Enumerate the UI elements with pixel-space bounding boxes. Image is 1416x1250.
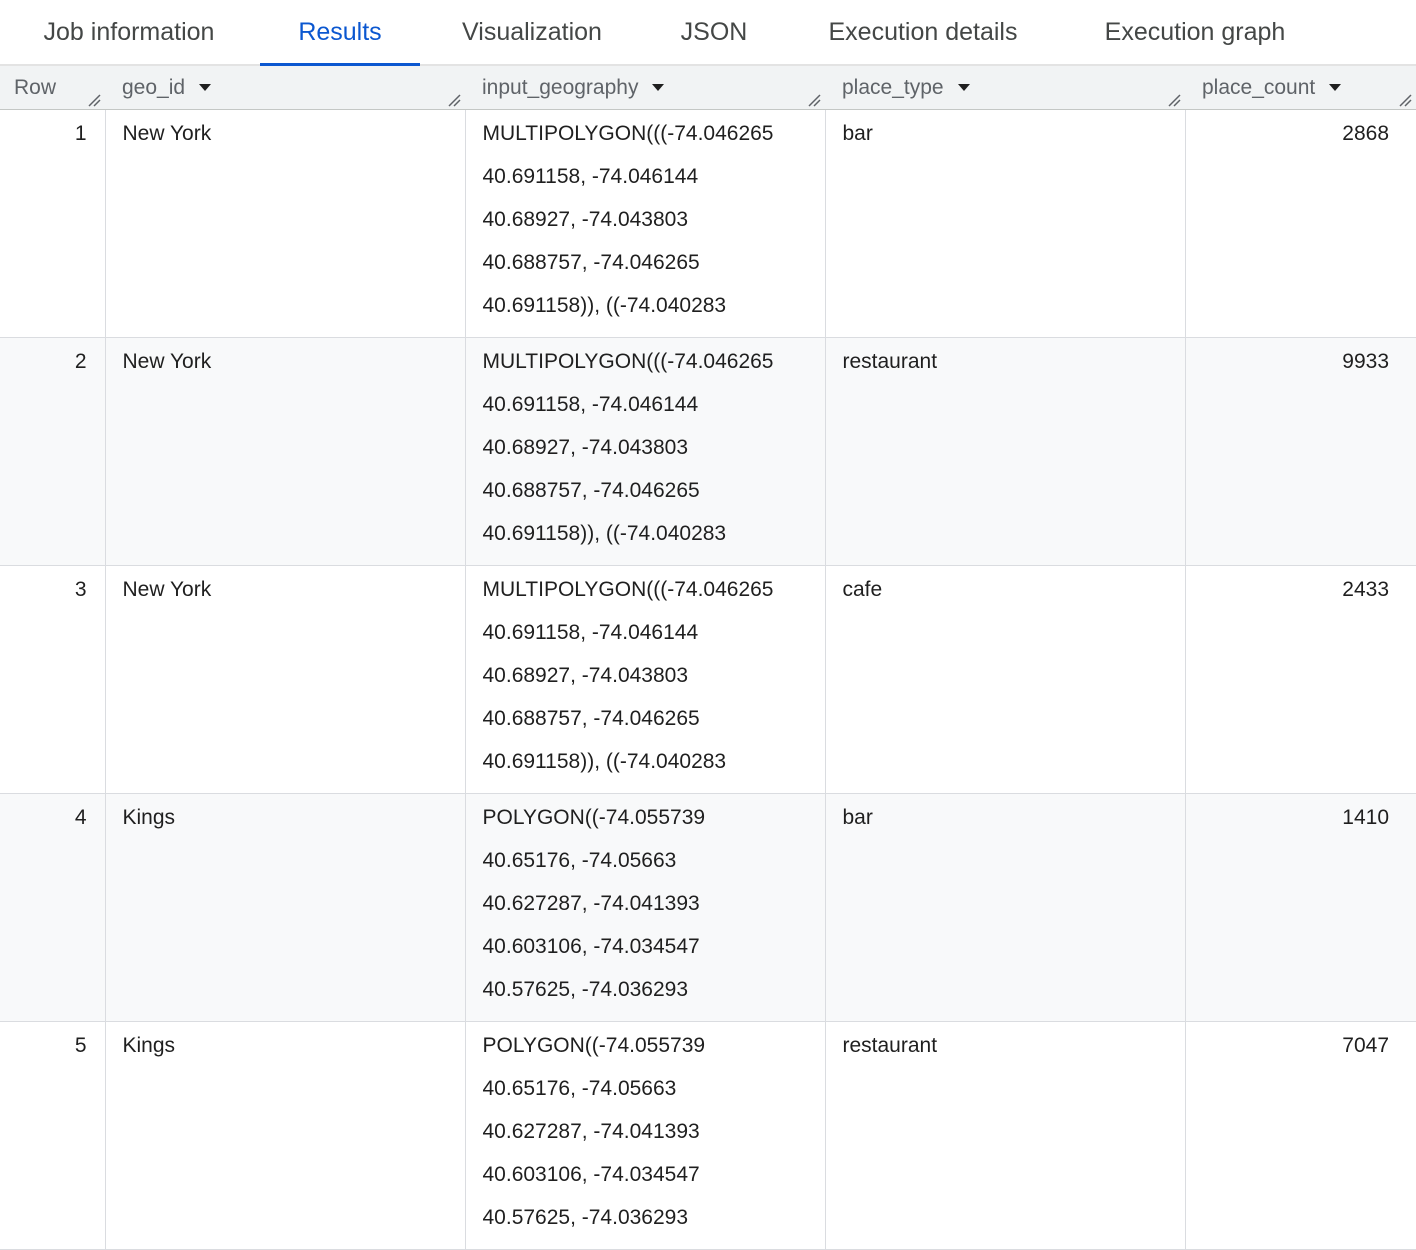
column-header-geo-id[interactable]: geo_id	[105, 66, 465, 110]
geography-line: POLYGON((-74.055739	[482, 806, 706, 829]
geography-line: 40.603106, -74.034547	[482, 935, 700, 958]
geography-line: 40.691158, -74.046144	[482, 165, 699, 188]
cell-input-geography: POLYGON((-74.055739 40.65176, -74.05663 40…	[464, 1021, 825, 1250]
caret-down-icon[interactable]	[199, 84, 212, 92]
cell-place-count: 2433	[1184, 565, 1416, 794]
geography-line: 40.691158)), ((-74.040283	[482, 522, 727, 545]
geography-line: 40.57625, -74.036293	[482, 1206, 689, 1229]
table-row: 1 New York MULTIPOLYGON(((-74.046265 40.691…	[0, 109, 1416, 338]
geography-line: 40.57625, -74.036293	[482, 978, 689, 1001]
tab-execution-details[interactable]: Execution details	[828, 18, 1018, 46]
geography-line: 40.68927, -74.043803	[482, 664, 689, 687]
cell-place-count: 2868	[1184, 109, 1416, 338]
column-header-label: geo_id	[122, 75, 186, 99]
geography-line: POLYGON((-74.055739	[482, 1034, 706, 1057]
column-header-label: place_count	[1202, 75, 1316, 99]
geography-line: 40.691158, -74.046144	[482, 393, 699, 416]
geography-line: 40.691158)), ((-74.040283	[482, 294, 727, 317]
cell-geo-id: Kings	[104, 1021, 465, 1250]
geography-line: MULTIPOLYGON(((-74.046265	[482, 122, 774, 145]
cell-geo-id: New York	[104, 337, 465, 566]
caret-down-icon[interactable]	[652, 84, 665, 92]
geography-line: 40.691158, -74.046144	[482, 621, 699, 644]
tab-visualization[interactable]: Visualization	[462, 18, 602, 46]
column-resize-handle[interactable]	[447, 93, 461, 107]
geography-line: 40.627287, -74.041393	[482, 1120, 700, 1143]
table-row: 4 Kings POLYGON((-74.055739 40.65176, -74.0…	[0, 793, 1416, 1022]
cell-place-type: restaurant	[824, 337, 1185, 566]
cell-input-geography: MULTIPOLYGON(((-74.046265 40.691158, -74.…	[464, 109, 825, 338]
column-header-place-count[interactable]: place_count	[1185, 66, 1416, 110]
tab-execution-graph[interactable]: Execution graph	[1104, 18, 1286, 46]
cell-row: 5	[0, 1021, 105, 1250]
results-tabs: Job information Results Visualization JS…	[0, 0, 1416, 66]
geography-line: MULTIPOLYGON(((-74.046265	[482, 578, 774, 601]
tab-json[interactable]: JSON	[680, 18, 748, 46]
cell-place-count: 1410	[1184, 793, 1416, 1022]
caret-down-icon[interactable]	[957, 84, 970, 92]
cell-place-count: 9933	[1184, 337, 1416, 566]
cell-row: 2	[0, 337, 105, 566]
column-header-label: place_type	[842, 75, 944, 99]
cell-row: 4	[0, 793, 105, 1022]
column-header-label: input_geography	[482, 75, 639, 99]
column-resize-handle[interactable]	[807, 93, 821, 107]
cell-geo-id: New York	[104, 565, 465, 794]
cell-place-count: 7047	[1184, 1021, 1416, 1250]
geography-line: 40.688757, -74.046265	[482, 707, 700, 730]
geography-line: 40.627287, -74.041393	[482, 892, 700, 915]
geography-line: 40.691158)), ((-74.040283	[482, 750, 727, 773]
geography-line: 40.603106, -74.034547	[482, 1163, 700, 1186]
cell-geo-id: New York	[104, 109, 465, 338]
tab-job-information[interactable]: Job information	[43, 18, 215, 46]
caret-down-icon[interactable]	[1329, 84, 1342, 92]
column-resize-handle[interactable]	[1398, 93, 1412, 107]
cell-input-geography: MULTIPOLYGON(((-74.046265 40.691158, -74.…	[464, 565, 825, 794]
column-resize-handle[interactable]	[87, 93, 101, 107]
geography-line: 40.688757, -74.046265	[482, 479, 700, 502]
geography-line: 40.65176, -74.05663	[482, 1077, 677, 1100]
table-row: 3 New York MULTIPOLYGON(((-74.046265 40.691…	[0, 565, 1416, 794]
geography-line: MULTIPOLYGON(((-74.046265	[482, 350, 774, 373]
column-header-row[interactable]: Row	[0, 66, 105, 110]
column-header-place-type[interactable]: place_type	[825, 66, 1185, 110]
column-header-label: Row	[14, 75, 57, 99]
cell-row: 1	[0, 109, 105, 338]
geography-line: 40.68927, -74.043803	[482, 436, 689, 459]
column-resize-handle[interactable]	[1167, 93, 1181, 107]
results-table: Row geo_id input_geography place_type place_…	[0, 66, 1416, 1250]
cell-place-type: cafe	[824, 565, 1185, 794]
geography-line: 40.65176, -74.05663	[482, 849, 677, 872]
table-row: 2 New York MULTIPOLYGON(((-74.046265 40.691…	[0, 337, 1416, 566]
cell-input-geography: POLYGON((-74.055739 40.65176, -74.05663 40…	[464, 793, 825, 1022]
cell-place-type: restaurant	[824, 1021, 1185, 1250]
geography-line: 40.688757, -74.046265	[482, 251, 700, 274]
cell-row: 3	[0, 565, 105, 794]
cell-input-geography: MULTIPOLYGON(((-74.046265 40.691158, -74.…	[464, 337, 825, 566]
cell-place-type: bar	[824, 109, 1185, 338]
cell-place-type: bar	[824, 793, 1185, 1022]
cell-geo-id: Kings	[104, 793, 465, 1022]
column-header-input-geography[interactable]: input_geography	[465, 66, 825, 110]
tab-results[interactable]: Results	[260, 0, 420, 66]
geography-line: 40.68927, -74.043803	[482, 208, 689, 231]
table-row: 5 Kings POLYGON((-74.055739 40.65176, -74.0…	[0, 1021, 1416, 1250]
